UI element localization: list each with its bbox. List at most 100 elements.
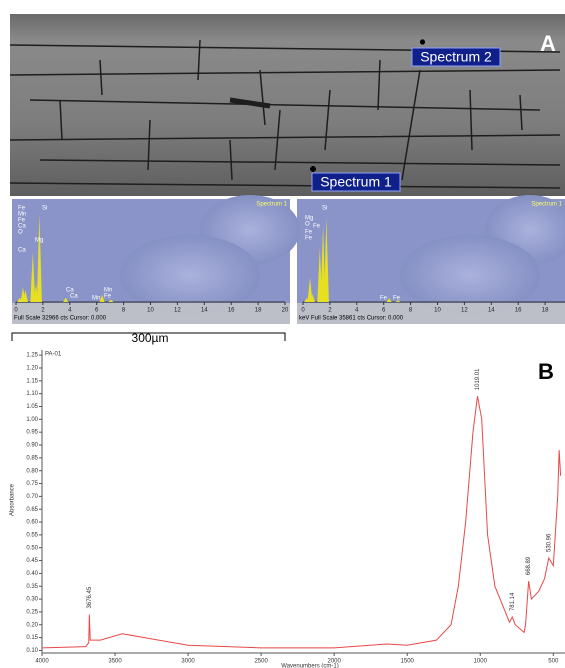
y-tick-label: 1.05 [26, 404, 38, 410]
peak-label: 1019.01 [475, 368, 481, 390]
y-tick-label: 0.35 [26, 584, 38, 590]
spectrum-line [41, 396, 562, 649]
y-tick-label: 1.10 [26, 391, 38, 397]
element-label: Ca [18, 224, 26, 230]
x-tick-label: 18 [542, 308, 549, 314]
peak-label: 3676.45 [87, 586, 93, 608]
x-tick-label: 3500 [108, 659, 122, 665]
x-tick-label: 2500 [254, 659, 268, 665]
y-tick-label: 0.95 [26, 430, 38, 436]
x-tick-label: 4 [68, 308, 72, 314]
x-tick-label: 0 [14, 308, 18, 314]
x-tick-label: 2000 [327, 659, 341, 665]
eds-backgrounds [12, 195, 565, 324]
x-tick-label: 4000 [35, 659, 49, 665]
peak-label: 781.14 [510, 592, 516, 611]
x-axis-label: Wavenumbers (cm-1) [281, 664, 338, 668]
x-tick-label: 16 [228, 308, 235, 314]
element-label: Fe [305, 230, 313, 236]
x-tick-label: 2 [41, 308, 45, 314]
element-label: O [18, 230, 23, 236]
element-label: Mn [92, 296, 100, 302]
spectrum-footer: Full Scale 32966 cts Cursor: 0.000 [14, 316, 107, 322]
y-tick-label: 0.25 [26, 609, 38, 615]
element-label: Ca [18, 248, 26, 254]
sem-image: Spectrum 2 Spectrum 1 A [9, 14, 565, 196]
y-tick-label: 0.75 [26, 481, 38, 487]
peak [386, 297, 392, 302]
element-label: O [305, 222, 310, 228]
scale-bar-label: 300µm [132, 331, 169, 345]
y-tick-label: 0.20 [26, 622, 38, 628]
element-label: Si [42, 206, 47, 212]
y-tick-label: 0.30 [26, 597, 38, 603]
x-tick-label: 12 [174, 308, 181, 314]
peak [307, 277, 313, 302]
y-tick-label: 0.40 [26, 571, 38, 577]
x-tick-label: 2 [328, 308, 332, 314]
peak [395, 300, 401, 302]
y-tick-label: 0.80 [26, 468, 38, 474]
x-tick-label: 4 [355, 308, 359, 314]
element-label: Fe [104, 294, 112, 300]
y-tick-label: 1.15 [26, 378, 38, 384]
peak [320, 226, 326, 302]
x-tick-label: 10 [434, 308, 441, 314]
x-tick-label: 0 [301, 308, 305, 314]
x-tick-label: 14 [201, 308, 208, 314]
element-label: Mg [35, 238, 43, 244]
element-label: Fe [18, 206, 26, 212]
peak [63, 297, 69, 302]
panel-label: B [538, 359, 554, 384]
element-label: Fe [18, 218, 26, 224]
element-label: Fe [380, 296, 388, 302]
x-tick-label: 500 [548, 659, 559, 665]
peak [323, 218, 329, 302]
element-label: Mn [104, 288, 112, 294]
x-tick-label: 14 [488, 308, 495, 314]
y-tick-label: 0.45 [26, 558, 38, 564]
peak-label: 668.89 [526, 556, 532, 575]
y-tick-label: 0.55 [26, 532, 38, 538]
x-tick-label: 8 [122, 308, 126, 314]
y-tick-label: 0.15 [26, 635, 38, 641]
y-tick-label: 1.25 [26, 353, 38, 359]
element-label: Ca [66, 288, 74, 294]
x-tick-label: 8 [409, 308, 413, 314]
x-tick-label: 6 [382, 308, 386, 314]
peak [22, 290, 28, 302]
y-axis-label: Absorbance [10, 483, 16, 516]
x-tick-label: 6 [95, 308, 99, 314]
x-tick-label: 12 [461, 308, 468, 314]
x-tick-label: 18 [255, 308, 262, 314]
y-tick-label: 0.10 [26, 648, 38, 654]
spectrum-title: Spectrum 1 [531, 202, 562, 208]
y-tick-label: 0.90 [26, 443, 38, 449]
element-label: Fe [313, 224, 321, 230]
element-label: Mn [18, 212, 26, 218]
y-tick-label: 0.60 [26, 520, 38, 526]
marker-label: Spectrum 1 [320, 174, 392, 190]
scale-bar: 300µm [11, 331, 286, 345]
marker-label: Spectrum 2 [420, 49, 492, 65]
x-tick-label: 1500 [401, 659, 415, 665]
y-tick-label: 1.00 [26, 417, 38, 423]
element-label: Ca [70, 294, 78, 300]
peak [30, 251, 36, 302]
peak-label: 530.96 [546, 533, 552, 552]
x-tick-label: 1000 [474, 659, 488, 665]
x-tick-label: 20 [282, 308, 289, 314]
spectrum-title: Spectrum 1 [256, 202, 287, 208]
x-tick-label: 16 [515, 308, 522, 314]
element-label: Fe [393, 296, 401, 302]
peak [309, 293, 315, 302]
plot-frame [41, 350, 565, 654]
element-label: Mg [305, 216, 313, 222]
y-tick-label: 0.85 [26, 455, 38, 461]
y-tick-label: 0.70 [26, 494, 38, 500]
x-tick-label: 10 [147, 308, 154, 314]
y-tick-label: 1.20 [26, 366, 38, 372]
element-label: Fe [305, 236, 313, 242]
peak [99, 294, 105, 302]
element-label: Si [322, 206, 327, 212]
